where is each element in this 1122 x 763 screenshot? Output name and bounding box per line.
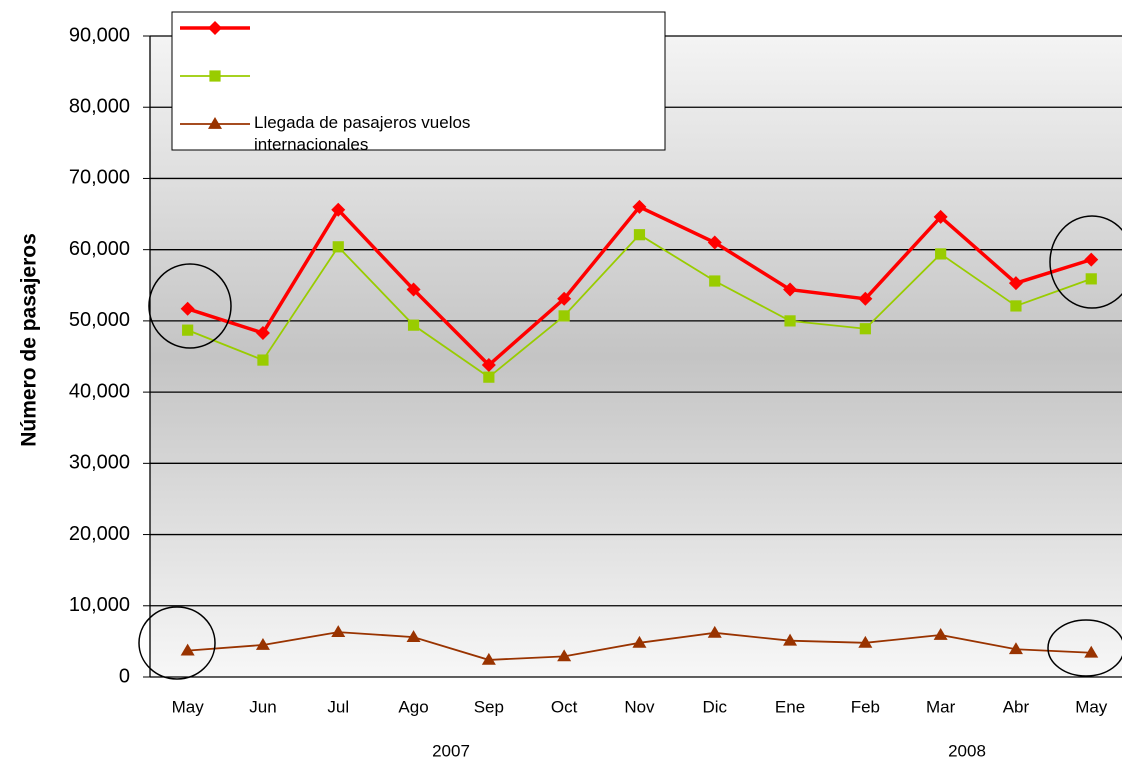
- x-tick-label: Sep: [474, 697, 504, 716]
- marker: [935, 248, 947, 260]
- marker: [557, 291, 572, 306]
- highlight-circle: [1047, 619, 1122, 677]
- marker: [632, 199, 647, 214]
- y-tick-label: 80,000: [69, 96, 130, 118]
- marker: [1008, 276, 1023, 291]
- marker: [180, 643, 195, 656]
- y-tick-label: 30,000: [69, 452, 130, 474]
- marker: [632, 635, 647, 648]
- marker: [209, 70, 221, 82]
- highlight-circle: [148, 263, 232, 349]
- marker: [331, 202, 346, 217]
- year-label: 2007: [432, 741, 470, 760]
- marker: [483, 371, 495, 383]
- marker: [257, 354, 269, 366]
- x-tick-label: Feb: [851, 697, 880, 716]
- marker: [481, 652, 496, 665]
- y-tick-label: 0: [119, 665, 130, 687]
- x-tick-label: Dic: [702, 697, 727, 716]
- legend-box: [171, 11, 666, 151]
- y-tick-label: 20,000: [69, 523, 130, 545]
- year-label: 2008: [948, 741, 986, 760]
- y-tick-label: 70,000: [69, 167, 130, 189]
- marker: [933, 209, 948, 224]
- marker: [709, 275, 721, 287]
- x-tick-label: Abr: [1003, 697, 1030, 716]
- marker: [557, 649, 572, 662]
- x-tick-label: May: [172, 697, 205, 716]
- x-tick-label: Ene: [775, 697, 805, 716]
- marker: [331, 625, 346, 638]
- marker: [407, 319, 420, 331]
- x-tick-label: Nov: [624, 697, 655, 716]
- marker: [858, 291, 873, 306]
- legend-label: Llegada de pasajeros vuelos internacional…: [254, 113, 470, 154]
- x-tick-label: Jun: [249, 697, 276, 716]
- marker: [182, 324, 194, 336]
- marker: [208, 117, 222, 129]
- marker: [707, 235, 722, 250]
- marker: [783, 633, 798, 646]
- y-tick-label: 60,000: [69, 238, 130, 260]
- marker: [1084, 252, 1099, 267]
- marker: [208, 21, 222, 35]
- marker: [1010, 300, 1022, 312]
- y-tick-label: 90,000: [69, 24, 130, 46]
- marker: [406, 282, 421, 297]
- marker: [1008, 642, 1023, 655]
- marker: [633, 229, 646, 241]
- y-axis-title: Número de pasajeros: [18, 233, 41, 447]
- marker: [255, 637, 270, 650]
- marker: [933, 627, 948, 640]
- marker: [859, 323, 871, 335]
- marker: [255, 325, 270, 340]
- highlight-circle: [138, 606, 216, 680]
- y-tick-label: 40,000: [69, 380, 130, 402]
- marker: [332, 241, 344, 253]
- x-tick-label: Ago: [398, 697, 428, 716]
- marker: [481, 358, 496, 373]
- marker: [707, 625, 722, 638]
- y-tick-label: 10,000: [69, 594, 130, 616]
- x-tick-label: Oct: [551, 697, 578, 716]
- x-tick-label: May: [1075, 697, 1108, 716]
- marker: [1084, 645, 1099, 658]
- marker: [1085, 273, 1097, 285]
- marker: [180, 301, 195, 316]
- x-tick-label: Mar: [926, 697, 956, 716]
- marker: [858, 635, 873, 648]
- marker: [784, 315, 796, 327]
- x-tick-label: Jul: [327, 697, 349, 716]
- y-tick-label: 50,000: [69, 309, 130, 331]
- marker: [558, 310, 570, 322]
- marker: [406, 630, 421, 643]
- highlight-circle: [1049, 215, 1122, 309]
- marker: [783, 282, 798, 297]
